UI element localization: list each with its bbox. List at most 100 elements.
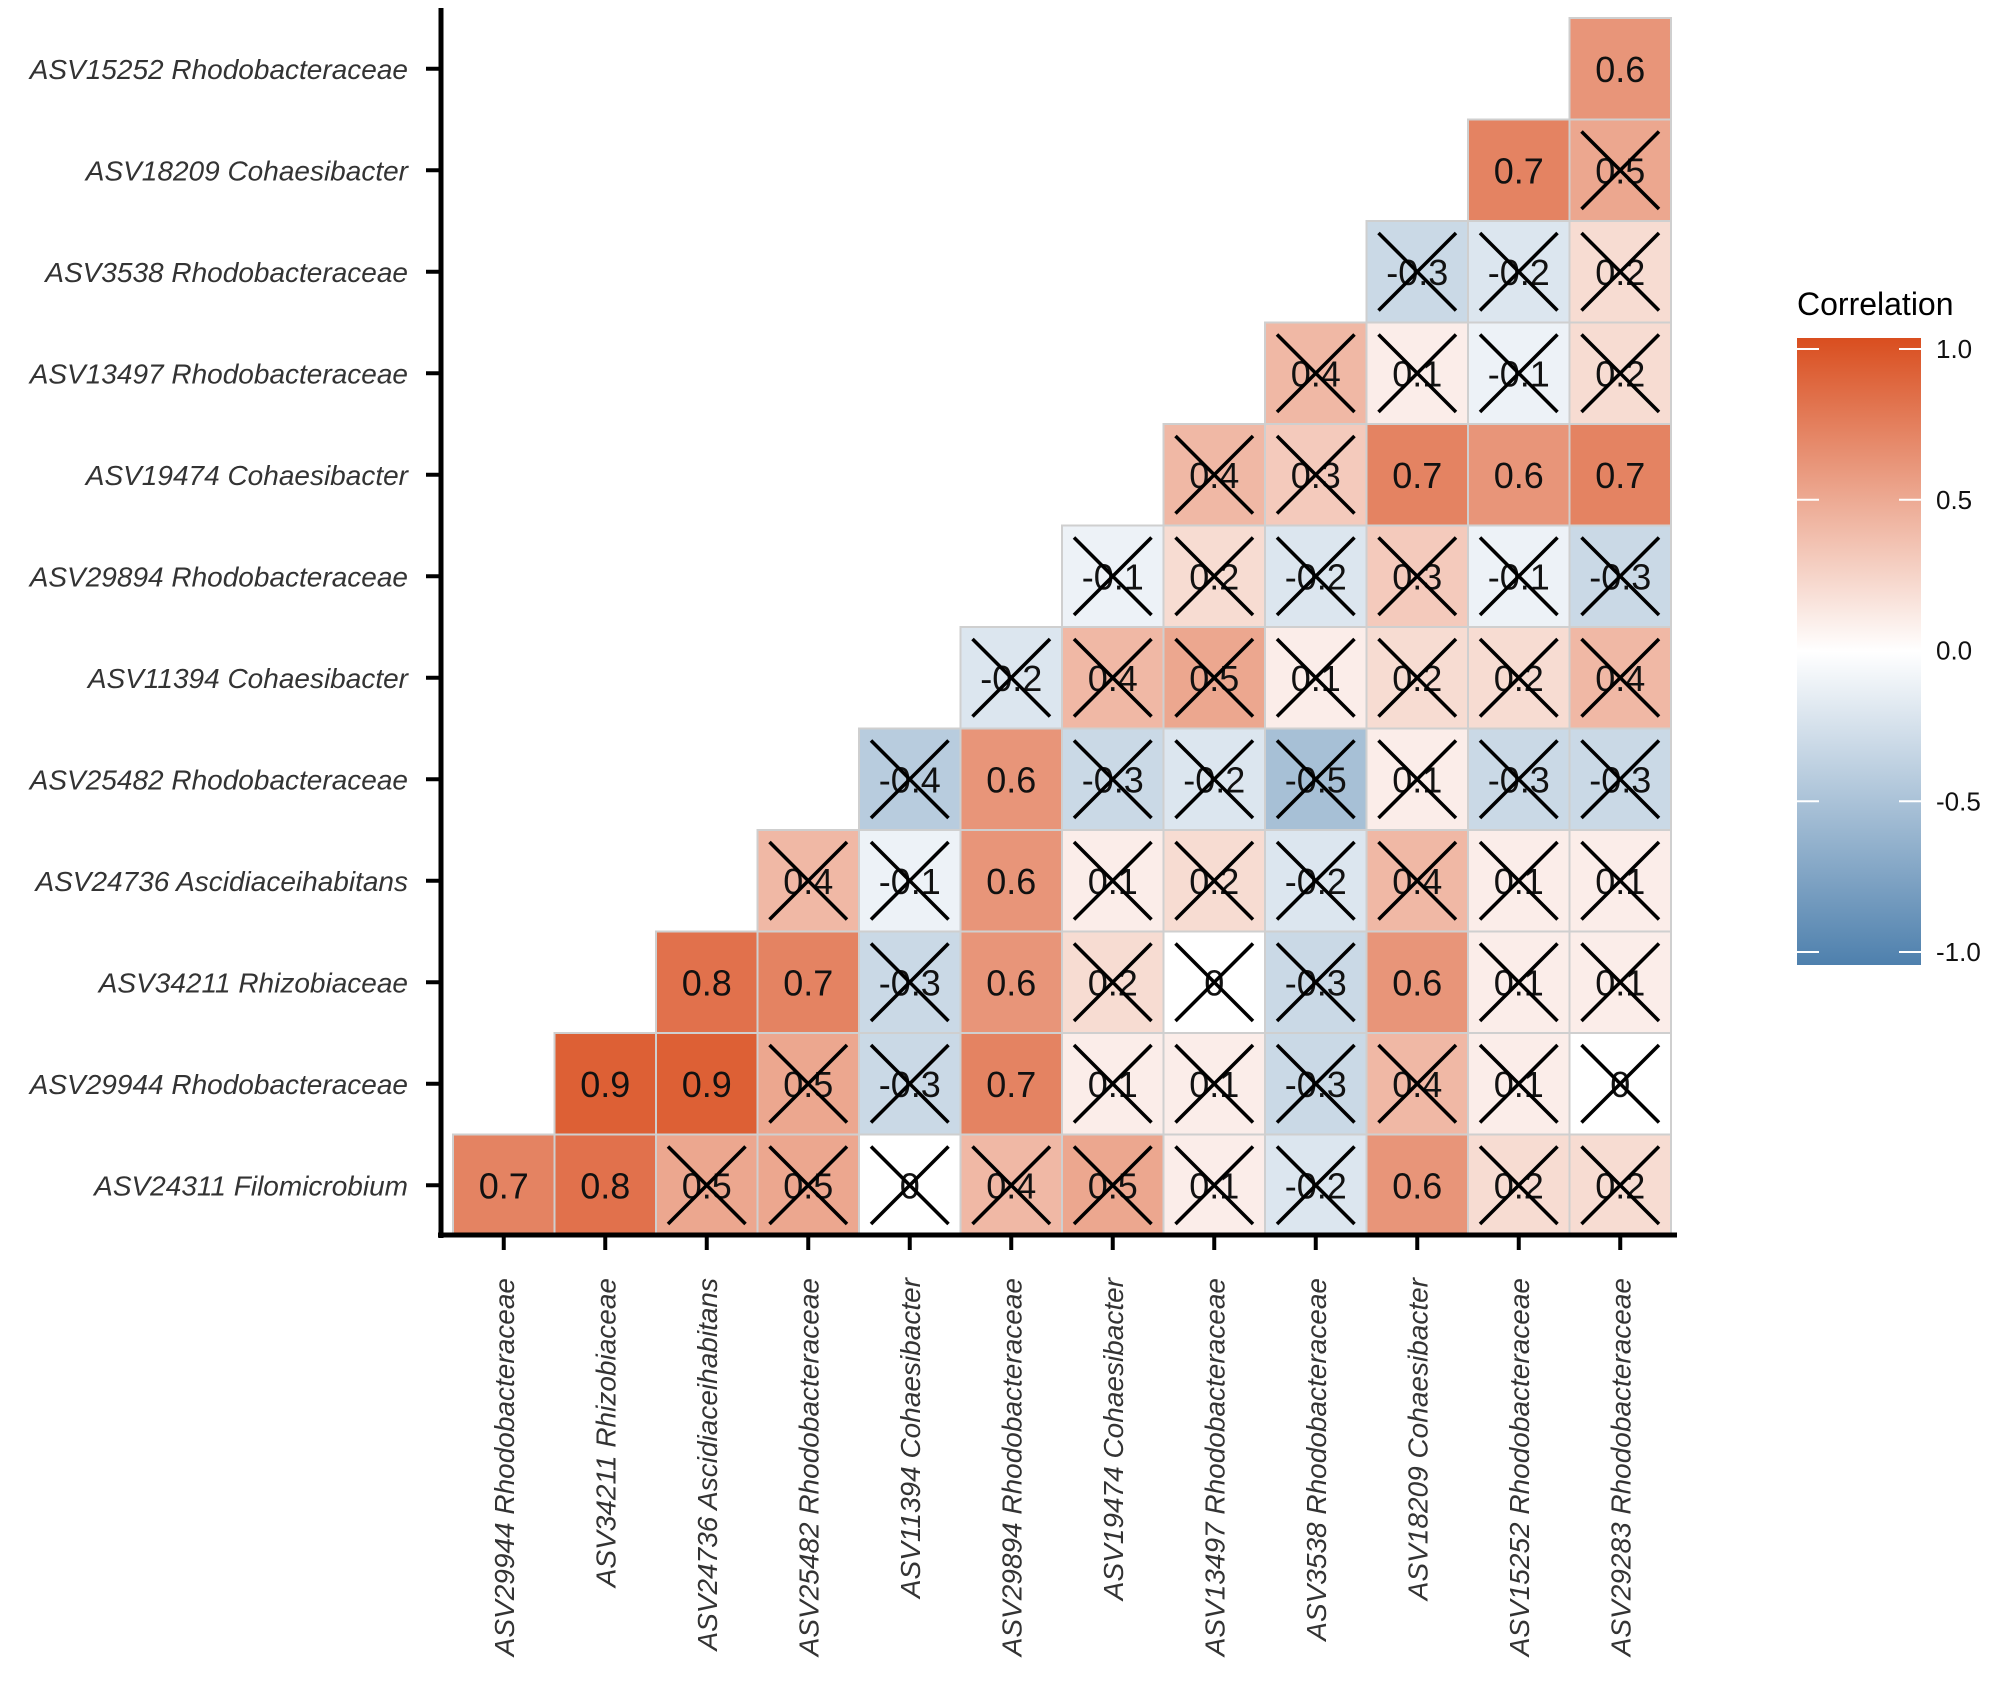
heatmap-cell: 0.5: [756, 1032, 860, 1136]
heatmap-cell: 0.2: [1467, 1133, 1571, 1237]
cell-rect: [1467, 118, 1571, 222]
cell-value-label: 0.7: [783, 962, 833, 1003]
x-tick-label: ASV13497 Rhodobacteraceae: [1199, 1278, 1230, 1658]
heatmap-cell: -0.2: [1162, 727, 1266, 831]
legend-tick-label: 0.0: [1936, 636, 1972, 666]
x-tick-label: ASV18209 Cohaesibacter: [1402, 1276, 1433, 1602]
heatmap-cell: -0.3: [1568, 727, 1672, 831]
cell-rect: [1568, 423, 1672, 527]
y-tick-label: ASV18209 Cohaesibacter: [84, 155, 410, 186]
cell-rect: [553, 1133, 657, 1237]
heatmap-cell: 0.1: [1264, 626, 1368, 730]
cell-value-label: 0.9: [682, 1064, 732, 1105]
nonsignificant-cross-mark: [1478, 333, 1559, 414]
nonsignificant-cross-mark: [1072, 840, 1153, 921]
heatmap-cell: -0.3: [1467, 727, 1571, 831]
heatmap-cell: 0.4: [756, 829, 860, 933]
nonsignificant-cross-mark: [1072, 637, 1153, 718]
heatmap-cell: 0.4: [1061, 626, 1165, 730]
cell-value-label: 0.6: [1595, 49, 1645, 90]
heatmap-cell: -0.2: [1264, 1133, 1368, 1237]
heatmap-cell: -0.3: [1568, 524, 1672, 628]
heatmap-cell: 0.4: [1264, 321, 1368, 425]
heatmap-cell: -0.5: [1264, 727, 1368, 831]
heatmap-cell: 0.4: [1162, 423, 1266, 527]
nonsignificant-cross-mark: [1174, 1043, 1255, 1124]
heatmap-cell: 0.1: [1365, 321, 1469, 425]
heatmap-cell: 0: [858, 1133, 962, 1237]
nonsignificant-cross-mark: [1478, 231, 1559, 312]
heatmap-cell: 0.6: [959, 829, 1063, 933]
nonsignificant-cross-mark: [1580, 1145, 1661, 1226]
heatmap-cell: -0.1: [858, 829, 962, 933]
legend-tick-label: -1.0: [1936, 937, 1981, 967]
heatmap-cell: 0.1: [1061, 1032, 1165, 1136]
heatmap-cell: 0.7: [1365, 423, 1469, 527]
nonsignificant-cross-mark: [1580, 1043, 1661, 1124]
nonsignificant-cross-mark: [1580, 536, 1661, 617]
cell-value-label: 0.7: [479, 1165, 529, 1206]
heatmap-cell: 0.6: [1467, 423, 1571, 527]
y-tick-label: ASV13497 Rhodobacteraceae: [28, 358, 408, 389]
heatmap-cell: -0.2: [1467, 220, 1571, 324]
nonsignificant-cross-mark: [1580, 942, 1661, 1023]
x-tick-label: ASV29944 Rhodobacteraceae: [489, 1278, 520, 1658]
y-tick-label: ASV29944 Rhodobacteraceae: [28, 1069, 408, 1100]
heatmap-cell: 0.6: [959, 727, 1063, 831]
color-legend: Correlation 1.0 0.5 0.0 -0.5 -1.0: [1797, 286, 1981, 967]
heatmap-cell: 0.5: [756, 1133, 860, 1237]
heatmap-cell: -0.3: [858, 930, 962, 1034]
heatmap-cell: 0.5: [1568, 118, 1672, 222]
cell-value-label: 0.6: [986, 759, 1036, 800]
nonsignificant-cross-mark: [1174, 434, 1255, 515]
nonsignificant-cross-mark: [768, 840, 849, 921]
heatmap-cell: 0.2: [1568, 321, 1672, 425]
nonsignificant-cross-mark: [1478, 536, 1559, 617]
cell-rect: [1365, 930, 1469, 1034]
heatmap-cell: -0.1: [1467, 524, 1571, 628]
nonsignificant-cross-mark: [1478, 1043, 1559, 1124]
cell-value-label: 0.7: [1494, 150, 1544, 191]
nonsignificant-cross-mark: [1580, 840, 1661, 921]
nonsignificant-cross-mark: [1275, 739, 1356, 820]
heatmap-cell: 0.2: [1162, 524, 1266, 628]
y-tick-label: ASV24736 Ascidiaceihabitans: [33, 866, 408, 897]
heatmap-cell: 0.9: [655, 1032, 759, 1136]
cell-value-label: 0.6: [986, 861, 1036, 902]
heatmap-cell: 0.4: [959, 1133, 1063, 1237]
nonsignificant-cross-mark: [1275, 942, 1356, 1023]
cell-rect: [1365, 423, 1469, 527]
legend-title: Correlation: [1797, 286, 1954, 322]
heatmap-cell: 0.2: [1061, 930, 1165, 1034]
nonsignificant-cross-mark: [768, 1145, 849, 1226]
x-tick-label: ASV34211 Rhizobiaceae: [590, 1278, 621, 1589]
x-tick-label: ASV19474 Cohaesibacter: [1098, 1276, 1129, 1602]
nonsignificant-cross-mark: [1478, 637, 1559, 718]
nonsignificant-cross-mark: [971, 1145, 1052, 1226]
nonsignificant-cross-mark: [1275, 1145, 1356, 1226]
nonsignificant-cross-mark: [869, 840, 950, 921]
y-tick-label: ASV3538 Rhodobacteraceae: [43, 257, 408, 288]
nonsignificant-cross-mark: [1377, 231, 1458, 312]
y-tick-label: ASV11394 Cohaesibacter: [86, 663, 410, 694]
heatmap-cell: 0.2: [1568, 220, 1672, 324]
nonsignificant-cross-mark: [666, 1145, 747, 1226]
nonsignificant-cross-mark: [1377, 536, 1458, 617]
nonsignificant-cross-mark: [1580, 130, 1661, 211]
nonsignificant-cross-mark: [1174, 739, 1255, 820]
nonsignificant-cross-mark: [1174, 536, 1255, 617]
heatmap-cell: -0.3: [858, 1032, 962, 1136]
heatmap-cell: 0.3: [1365, 524, 1469, 628]
cell-value-label: 0.6: [1392, 1165, 1442, 1206]
cell-value-label: 0.7: [1595, 455, 1645, 496]
cell-value-label: 0.6: [1392, 962, 1442, 1003]
heatmap-cell: -0.1: [1061, 524, 1165, 628]
nonsignificant-cross-mark: [1377, 1043, 1458, 1124]
nonsignificant-cross-mark: [1275, 637, 1356, 718]
x-tick-label: ASV29283 Rhodobacteraceae: [1605, 1278, 1636, 1658]
nonsignificant-cross-mark: [1580, 333, 1661, 414]
heatmap-cell: 0.1: [1568, 829, 1672, 933]
x-tick-label: ASV11394 Cohaesibacter: [895, 1276, 926, 1600]
nonsignificant-cross-mark: [1174, 942, 1255, 1023]
nonsignificant-cross-mark: [1478, 739, 1559, 820]
